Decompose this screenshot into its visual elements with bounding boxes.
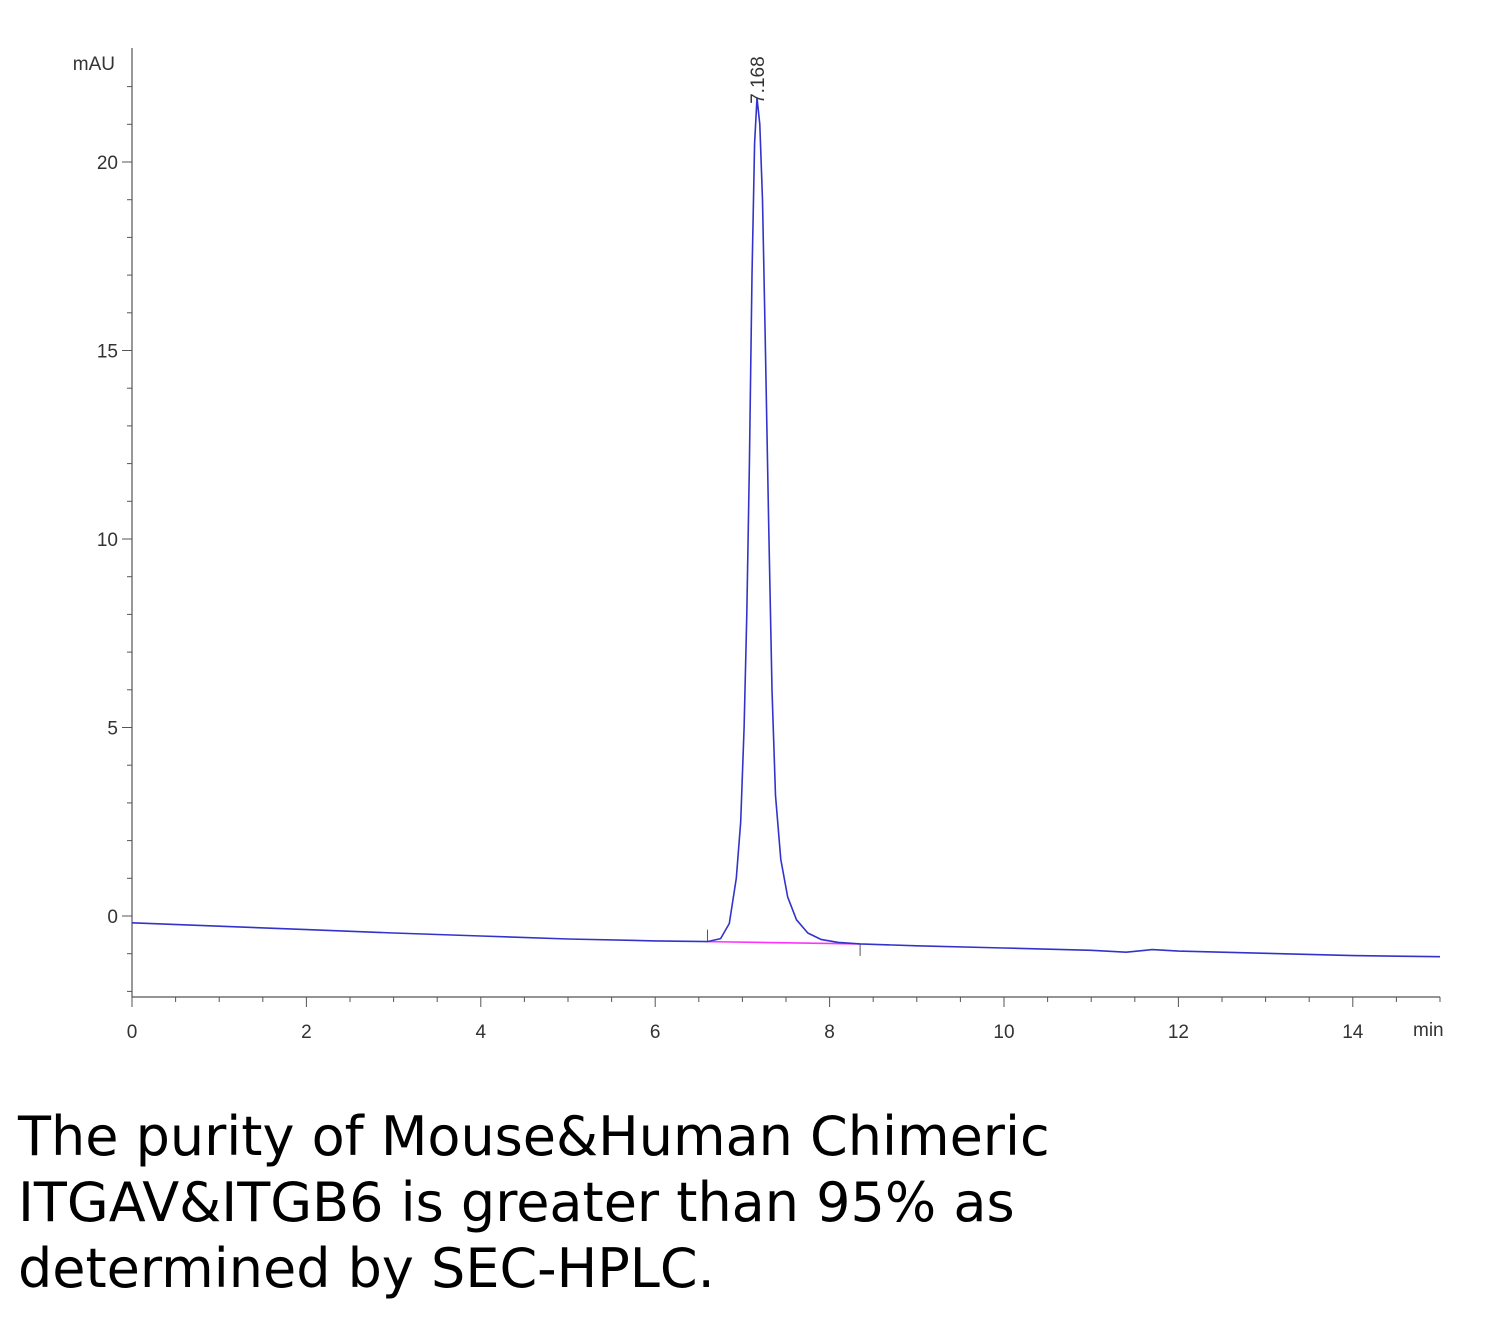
y-tick-label: 5 xyxy=(107,719,118,740)
x-tick-label: 10 xyxy=(993,1022,1014,1043)
x-tick-label: 0 xyxy=(127,1022,138,1043)
y-tick-label: 10 xyxy=(97,530,118,551)
x-tick-label: 8 xyxy=(824,1022,835,1043)
chart-marks: 7.168 xyxy=(131,56,1441,958)
x-tick-label: 6 xyxy=(650,1022,661,1043)
caption: The purity of Mouse&Human Chimeric ITGAV… xyxy=(18,1104,1478,1302)
caption-line-1: The purity of Mouse&Human Chimeric xyxy=(18,1105,1050,1168)
axes: 0 5 10 15 20 0 2 4 6 8 10 12 14 xyxy=(97,48,1441,1043)
integration-baseline xyxy=(707,940,861,945)
y-tick-label: 20 xyxy=(97,153,118,174)
y-tick-label: 15 xyxy=(97,342,118,363)
y-axis-unit-label: mAU xyxy=(73,54,115,75)
y-tick-label: 0 xyxy=(107,907,118,928)
chromatogram-chart: 0 5 10 15 20 0 2 4 6 8 10 12 14 7.168 mAU min xyxy=(73,48,1444,1043)
caption-line-3: determined by SEC-HPLC. xyxy=(18,1237,715,1300)
x-tick-label: 12 xyxy=(1168,1022,1189,1043)
peak-retention-label: 7.168 xyxy=(748,56,769,104)
x-tick-label: 2 xyxy=(301,1022,312,1043)
x-axis-unit-label: min xyxy=(1413,1020,1444,1041)
x-tick-label: 4 xyxy=(476,1022,487,1043)
caption-line-2: ITGAV&ITGB6 is greater than 95% as xyxy=(18,1171,1015,1234)
signal-trace-line xyxy=(131,97,1441,958)
x-tick-label: 14 xyxy=(1342,1022,1364,1043)
